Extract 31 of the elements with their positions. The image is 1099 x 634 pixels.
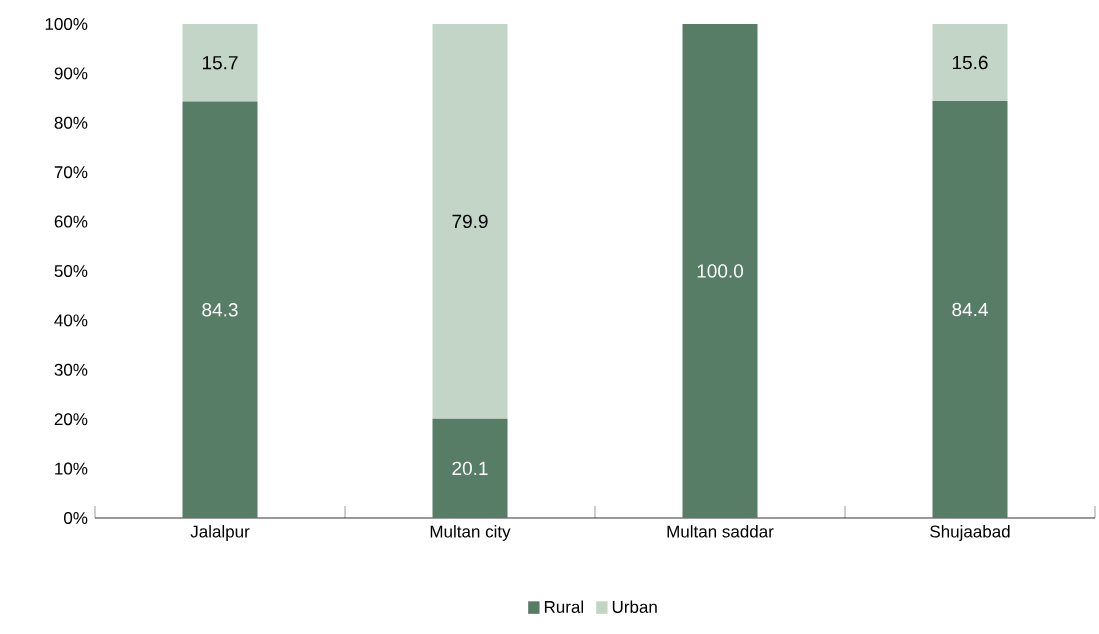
data-label: 15.6 xyxy=(952,55,988,70)
bar xyxy=(932,101,1008,518)
bar xyxy=(432,418,508,518)
x-tick-label: Shujaabad xyxy=(930,525,1010,541)
data-label: 15.7 xyxy=(202,56,238,70)
y-tick-label: 90% xyxy=(54,67,88,80)
y-tick-label: 10% xyxy=(55,462,88,475)
y-tick-label: 70% xyxy=(54,166,88,179)
bar xyxy=(682,24,758,518)
x-tick-label: Jalalpur xyxy=(190,525,250,541)
legend-label: Urban xyxy=(612,600,657,613)
bar xyxy=(182,101,258,518)
bar xyxy=(182,24,258,102)
y-tick-label: 0% xyxy=(64,512,88,525)
data-label: 84.3 xyxy=(202,303,238,317)
bar xyxy=(932,24,1008,102)
y-tick-label: 40% xyxy=(54,314,88,327)
x-tick-label: Multan city xyxy=(430,525,511,541)
y-tick-label: 60% xyxy=(54,215,88,228)
data-label: 84.4 xyxy=(952,302,988,317)
y-tick-label: 20% xyxy=(54,413,88,426)
bar xyxy=(432,24,508,419)
data-label: 79.9 xyxy=(452,214,488,229)
x-tick-label: Multan saddar xyxy=(667,525,774,538)
y-tick-label: 100% xyxy=(45,18,88,31)
data-label: 20.1 xyxy=(452,461,488,476)
y-tick-label: 50% xyxy=(54,265,88,278)
data-label: 100.0 xyxy=(697,264,744,278)
y-tick-label: 80% xyxy=(54,116,88,129)
legend-label: Rural xyxy=(544,600,584,613)
y-tick-label: 30% xyxy=(54,363,88,376)
